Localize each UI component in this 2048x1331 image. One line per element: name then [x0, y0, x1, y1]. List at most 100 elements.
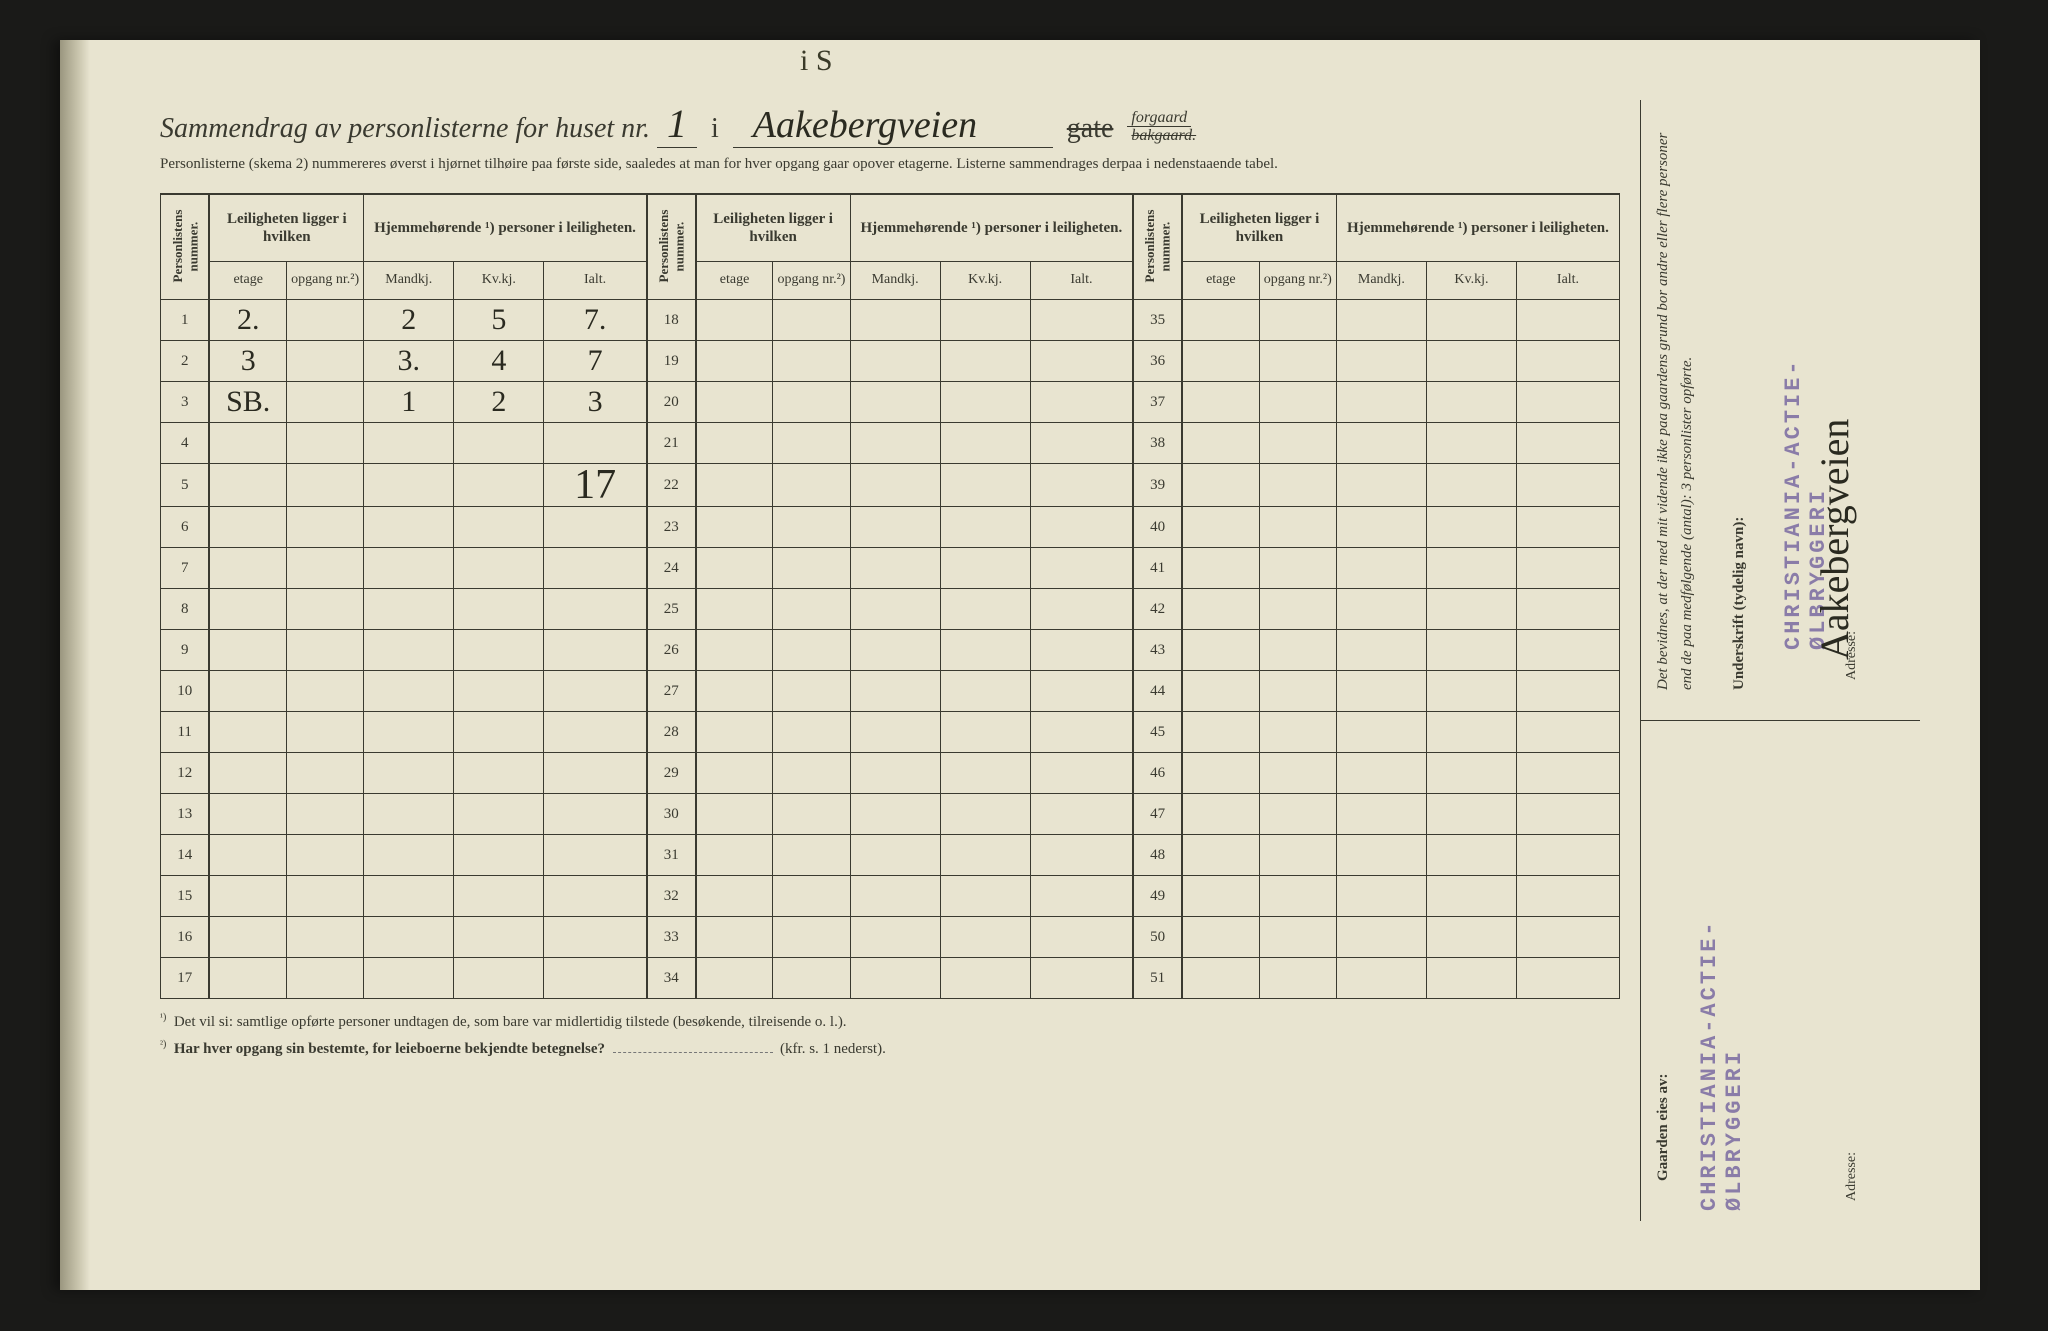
row-number: 36 [1133, 341, 1182, 382]
cell-empty [1259, 464, 1336, 507]
cell-empty [1336, 876, 1426, 917]
cell-empty [773, 341, 850, 382]
cell-empty [773, 300, 850, 341]
cell-empty [696, 382, 773, 423]
cell-empty [1182, 671, 1259, 712]
cell-mandkj [364, 671, 454, 712]
cell-empty [850, 423, 940, 464]
cell-empty [940, 589, 1030, 630]
cell-empty [850, 589, 940, 630]
cell-opgang [287, 423, 364, 464]
cell-empty [1336, 835, 1426, 876]
cell-empty [773, 671, 850, 712]
cell-kvkj [454, 548, 544, 589]
cell-etage [209, 753, 286, 794]
row-number: 37 [1133, 382, 1182, 423]
cell-empty [940, 712, 1030, 753]
cell-empty [1336, 753, 1426, 794]
cell-empty [850, 876, 940, 917]
cell-empty [1182, 423, 1259, 464]
cell-kvkj: 2 [454, 382, 544, 423]
table-row: 133047 [161, 794, 1620, 835]
col-kvkj-3: Kv.kj. [1426, 261, 1516, 299]
col-mandkj-2: Mandkj. [850, 261, 940, 299]
cell-empty [696, 794, 773, 835]
cell-ialt [544, 794, 647, 835]
cell-empty [940, 917, 1030, 958]
cell-empty [850, 958, 940, 999]
cell-empty [940, 507, 1030, 548]
col-hjemme-1: Hjemmehørende ¹) personer i leiligheten. [364, 194, 647, 261]
row-number: 51 [1133, 958, 1182, 999]
cell-ialt [544, 835, 647, 876]
title-prefix: Sammendrag av personlisterne for huset n… [160, 113, 650, 144]
cell-opgang [287, 630, 364, 671]
row-number: 38 [1133, 423, 1182, 464]
table-row: 42138 [161, 423, 1620, 464]
row-number: 41 [1133, 548, 1182, 589]
table-row: 3SB.1232037 [161, 382, 1620, 423]
cell-kvkj [454, 671, 544, 712]
cell-etage: 2. [209, 300, 286, 341]
cell-etage [209, 917, 286, 958]
cell-etage: SB. [209, 382, 286, 423]
cell-mandkj [364, 794, 454, 835]
cell-empty [1030, 300, 1133, 341]
cell-kvkj [454, 589, 544, 630]
row-number: 19 [647, 341, 696, 382]
table-row: 163350 [161, 917, 1620, 958]
cell-empty [696, 300, 773, 341]
row-number: 9 [161, 630, 210, 671]
cell-etage [209, 630, 286, 671]
cell-empty [1182, 548, 1259, 589]
cell-empty [940, 958, 1030, 999]
cell-empty [1336, 794, 1426, 835]
cell-empty [1426, 671, 1516, 712]
row-number: 25 [647, 589, 696, 630]
cell-empty [696, 630, 773, 671]
row-number: 16 [161, 917, 210, 958]
cell-empty [1182, 876, 1259, 917]
cell-empty [940, 671, 1030, 712]
cell-empty [1030, 382, 1133, 423]
cell-opgang [287, 794, 364, 835]
cell-empty [1516, 589, 1619, 630]
cell-etage [209, 589, 286, 630]
cell-empty [850, 507, 940, 548]
row-number: 31 [647, 835, 696, 876]
cell-ialt [544, 712, 647, 753]
col-kvkj-2: Kv.kj. [940, 261, 1030, 299]
cell-empty [1516, 300, 1619, 341]
cell-kvkj: 4 [454, 341, 544, 382]
row-number: 11 [161, 712, 210, 753]
cell-empty [1259, 382, 1336, 423]
cell-empty [1336, 548, 1426, 589]
table-row: 12.257.1835 [161, 300, 1620, 341]
row-number: 23 [647, 507, 696, 548]
cell-ialt [544, 589, 647, 630]
cell-empty [696, 589, 773, 630]
row-number: 5 [161, 464, 210, 507]
row-number: 12 [161, 753, 210, 794]
row-number: 43 [1133, 630, 1182, 671]
cell-empty [1259, 507, 1336, 548]
row-number: 49 [1133, 876, 1182, 917]
cell-empty [1426, 589, 1516, 630]
cell-empty [1259, 671, 1336, 712]
sidebar-lower: Gaarden eies av: CHRISTIANIA-ACTIE-ØLBRY… [1640, 721, 1920, 1221]
cell-empty [773, 917, 850, 958]
col-hjemme-2: Hjemmehørende ¹) personer i leiligheten. [850, 194, 1133, 261]
cell-kvkj [454, 630, 544, 671]
cell-mandkj: 2 [364, 300, 454, 341]
cell-empty [1182, 341, 1259, 382]
cell-ialt [544, 507, 647, 548]
cell-empty [1030, 671, 1133, 712]
cell-empty [773, 958, 850, 999]
row-number: 26 [647, 630, 696, 671]
cell-ialt: 7. [544, 300, 647, 341]
cell-empty [1030, 589, 1133, 630]
sidebar-upper: Det bevidnes, at der med mit vidende ikk… [1640, 100, 1920, 721]
top-margin-scribble: i S [800, 44, 833, 78]
cell-empty [1182, 464, 1259, 507]
cell-kvkj [454, 876, 544, 917]
